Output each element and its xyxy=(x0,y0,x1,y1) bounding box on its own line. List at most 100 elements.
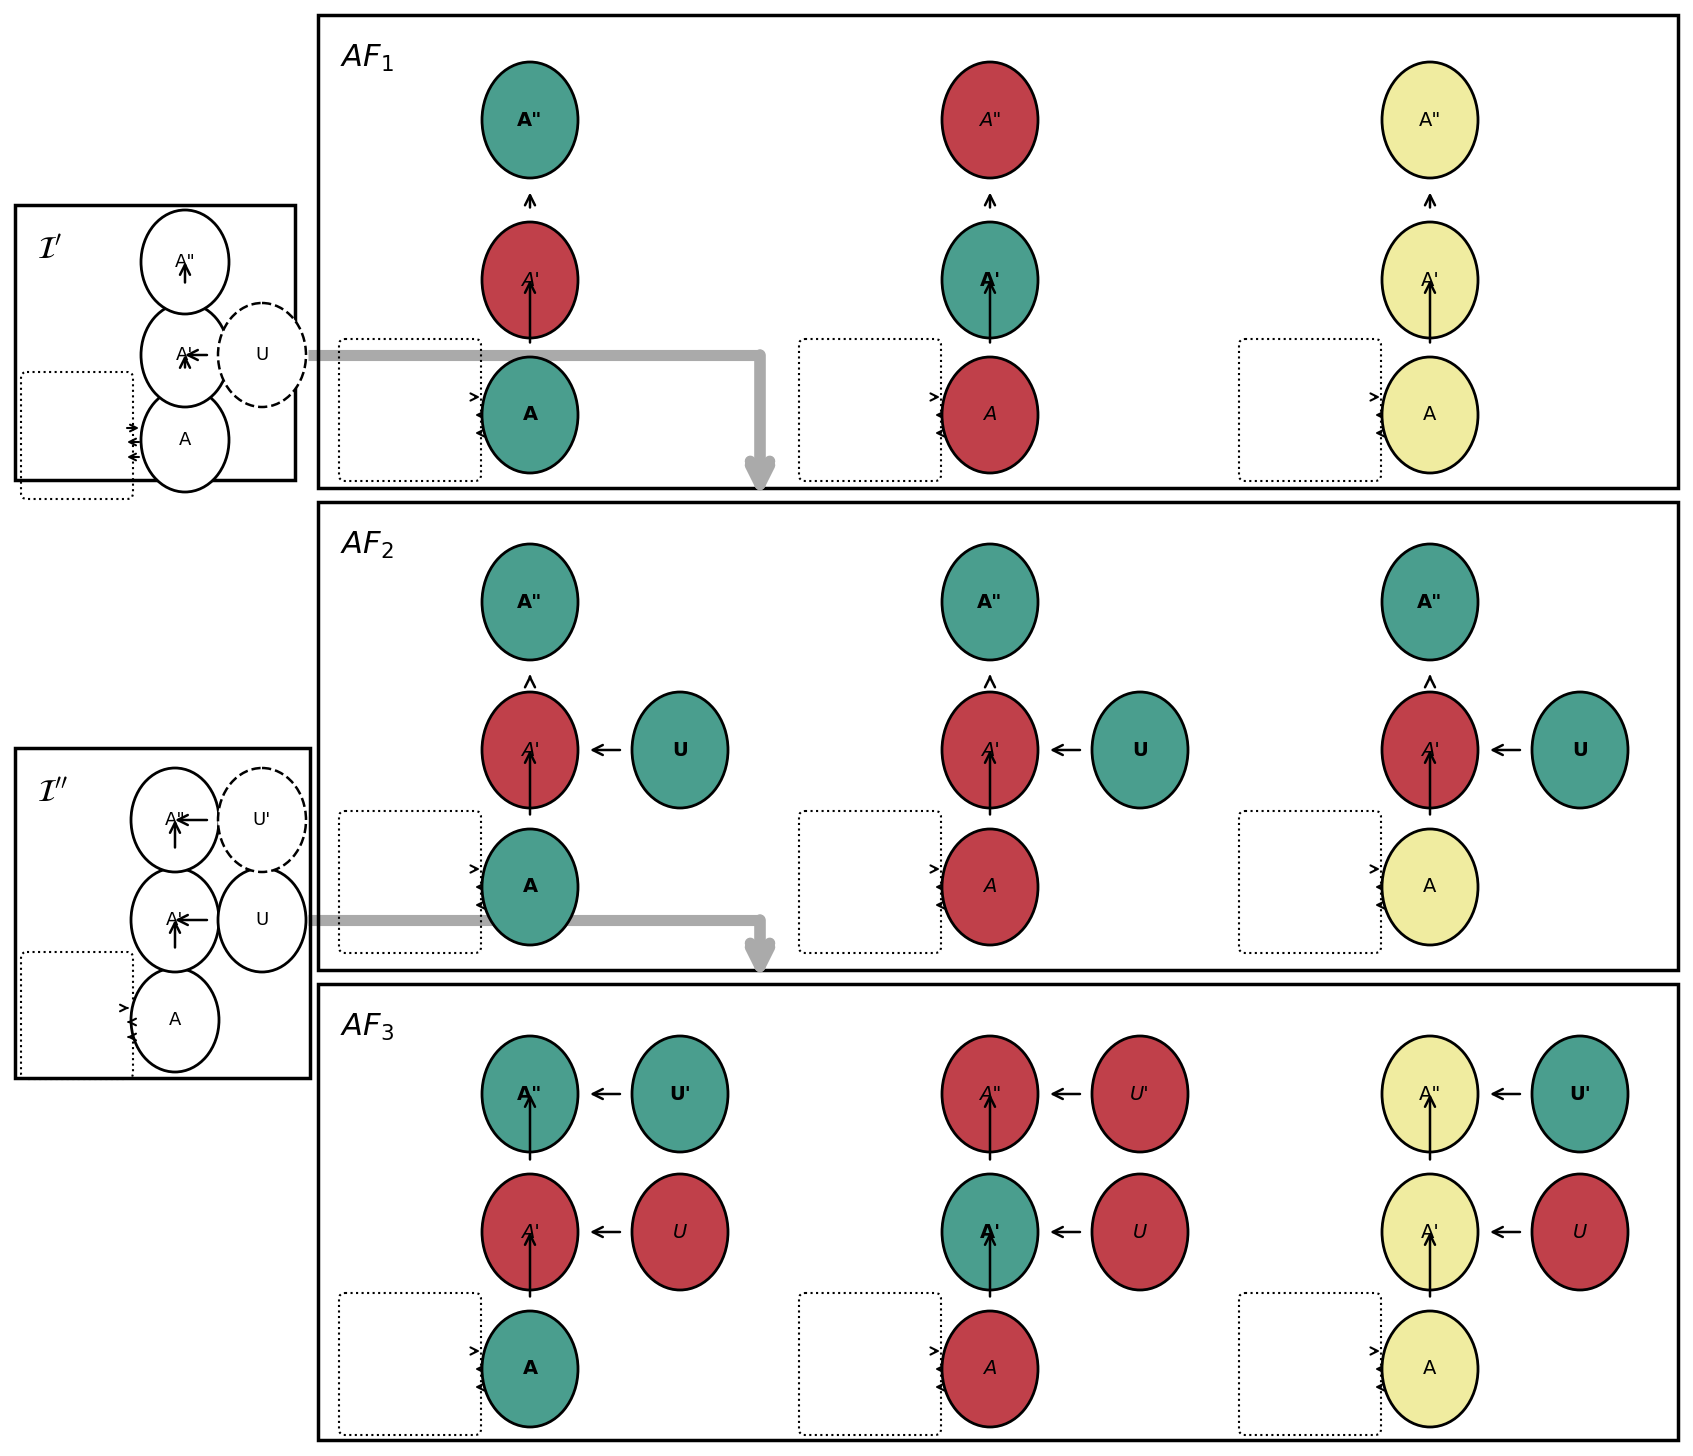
Text: A: A xyxy=(523,1360,538,1379)
Ellipse shape xyxy=(1092,1037,1188,1152)
Text: U: U xyxy=(1133,1223,1148,1242)
Text: A: A xyxy=(984,878,997,897)
Bar xyxy=(318,502,1678,970)
Text: A: A xyxy=(1424,878,1437,897)
Ellipse shape xyxy=(631,692,728,808)
Text: U: U xyxy=(1573,741,1588,760)
Text: A: A xyxy=(984,406,997,425)
Bar xyxy=(15,205,295,480)
Ellipse shape xyxy=(130,868,218,973)
Text: $AF_1$: $AF_1$ xyxy=(340,44,394,74)
Text: A': A' xyxy=(980,271,1001,290)
Text: A": A" xyxy=(164,811,185,828)
Ellipse shape xyxy=(941,63,1038,178)
Ellipse shape xyxy=(1381,221,1478,338)
Text: A": A" xyxy=(1419,1085,1441,1104)
Ellipse shape xyxy=(141,210,229,314)
Ellipse shape xyxy=(1381,545,1478,660)
Text: A': A' xyxy=(166,911,183,929)
Ellipse shape xyxy=(1381,1174,1478,1290)
Text: U': U' xyxy=(1131,1085,1150,1104)
Ellipse shape xyxy=(941,1174,1038,1290)
Ellipse shape xyxy=(941,692,1038,808)
Bar xyxy=(15,748,310,1077)
Ellipse shape xyxy=(130,968,218,1072)
Text: $\mathcal{I}'$: $\mathcal{I}'$ xyxy=(37,234,63,264)
Ellipse shape xyxy=(1381,828,1478,945)
Ellipse shape xyxy=(218,767,306,872)
Ellipse shape xyxy=(1381,1037,1478,1152)
Ellipse shape xyxy=(941,828,1038,945)
Ellipse shape xyxy=(141,387,229,492)
Text: A': A' xyxy=(980,1223,1001,1242)
Text: A': A' xyxy=(980,741,999,760)
Bar xyxy=(318,984,1678,1440)
Ellipse shape xyxy=(483,692,577,808)
Ellipse shape xyxy=(941,221,1038,338)
Text: A": A" xyxy=(979,1085,1001,1104)
Ellipse shape xyxy=(941,357,1038,473)
Text: A": A" xyxy=(977,593,1002,612)
Ellipse shape xyxy=(1381,1310,1478,1427)
Text: U': U' xyxy=(252,811,271,828)
Ellipse shape xyxy=(483,1037,577,1152)
Text: U: U xyxy=(1133,741,1148,760)
Ellipse shape xyxy=(941,1037,1038,1152)
Text: $\mathcal{I}^{\prime\prime}$: $\mathcal{I}^{\prime\prime}$ xyxy=(37,778,68,807)
Text: A": A" xyxy=(979,111,1001,130)
Ellipse shape xyxy=(1532,1037,1629,1152)
Text: A': A' xyxy=(1420,741,1439,760)
Text: A: A xyxy=(179,431,191,448)
Bar xyxy=(318,15,1678,488)
Text: A": A" xyxy=(1419,111,1441,130)
Ellipse shape xyxy=(941,1310,1038,1427)
Ellipse shape xyxy=(941,545,1038,660)
Text: A': A' xyxy=(176,347,193,364)
Text: A': A' xyxy=(1420,271,1439,290)
Ellipse shape xyxy=(130,767,218,872)
Text: U: U xyxy=(672,1223,687,1242)
Text: U: U xyxy=(256,347,269,364)
Ellipse shape xyxy=(1381,63,1478,178)
Text: U: U xyxy=(672,741,687,760)
Text: U: U xyxy=(256,911,269,929)
Ellipse shape xyxy=(631,1174,728,1290)
Text: $AF_3$: $AF_3$ xyxy=(340,1012,394,1042)
Text: A: A xyxy=(169,1010,181,1029)
Ellipse shape xyxy=(1381,357,1478,473)
Text: U': U' xyxy=(669,1085,691,1104)
Text: A: A xyxy=(984,1360,997,1379)
Ellipse shape xyxy=(483,545,577,660)
Ellipse shape xyxy=(1092,692,1188,808)
Ellipse shape xyxy=(483,357,577,473)
Text: U: U xyxy=(1573,1223,1586,1242)
Text: A': A' xyxy=(521,1223,540,1242)
Ellipse shape xyxy=(631,1037,728,1152)
Ellipse shape xyxy=(1532,692,1629,808)
Ellipse shape xyxy=(483,828,577,945)
Text: $AF_2$: $AF_2$ xyxy=(340,530,393,561)
Ellipse shape xyxy=(483,1174,577,1290)
Ellipse shape xyxy=(218,868,306,973)
Ellipse shape xyxy=(1381,692,1478,808)
Text: A: A xyxy=(1424,1360,1437,1379)
Text: A': A' xyxy=(521,741,540,760)
Ellipse shape xyxy=(483,63,577,178)
Text: A": A" xyxy=(1417,593,1442,612)
Ellipse shape xyxy=(483,1310,577,1427)
Ellipse shape xyxy=(1532,1174,1629,1290)
Ellipse shape xyxy=(1092,1174,1188,1290)
Text: A: A xyxy=(523,406,538,425)
Text: A': A' xyxy=(1420,1223,1439,1242)
Text: A": A" xyxy=(518,1085,543,1104)
Text: U': U' xyxy=(1569,1085,1591,1104)
Ellipse shape xyxy=(483,221,577,338)
Text: A": A" xyxy=(174,253,195,271)
Text: A: A xyxy=(1424,406,1437,425)
Text: A": A" xyxy=(518,593,543,612)
Text: A": A" xyxy=(518,111,543,130)
Text: A: A xyxy=(523,878,538,897)
Ellipse shape xyxy=(141,303,229,408)
Ellipse shape xyxy=(218,303,306,408)
Text: A': A' xyxy=(521,271,540,290)
